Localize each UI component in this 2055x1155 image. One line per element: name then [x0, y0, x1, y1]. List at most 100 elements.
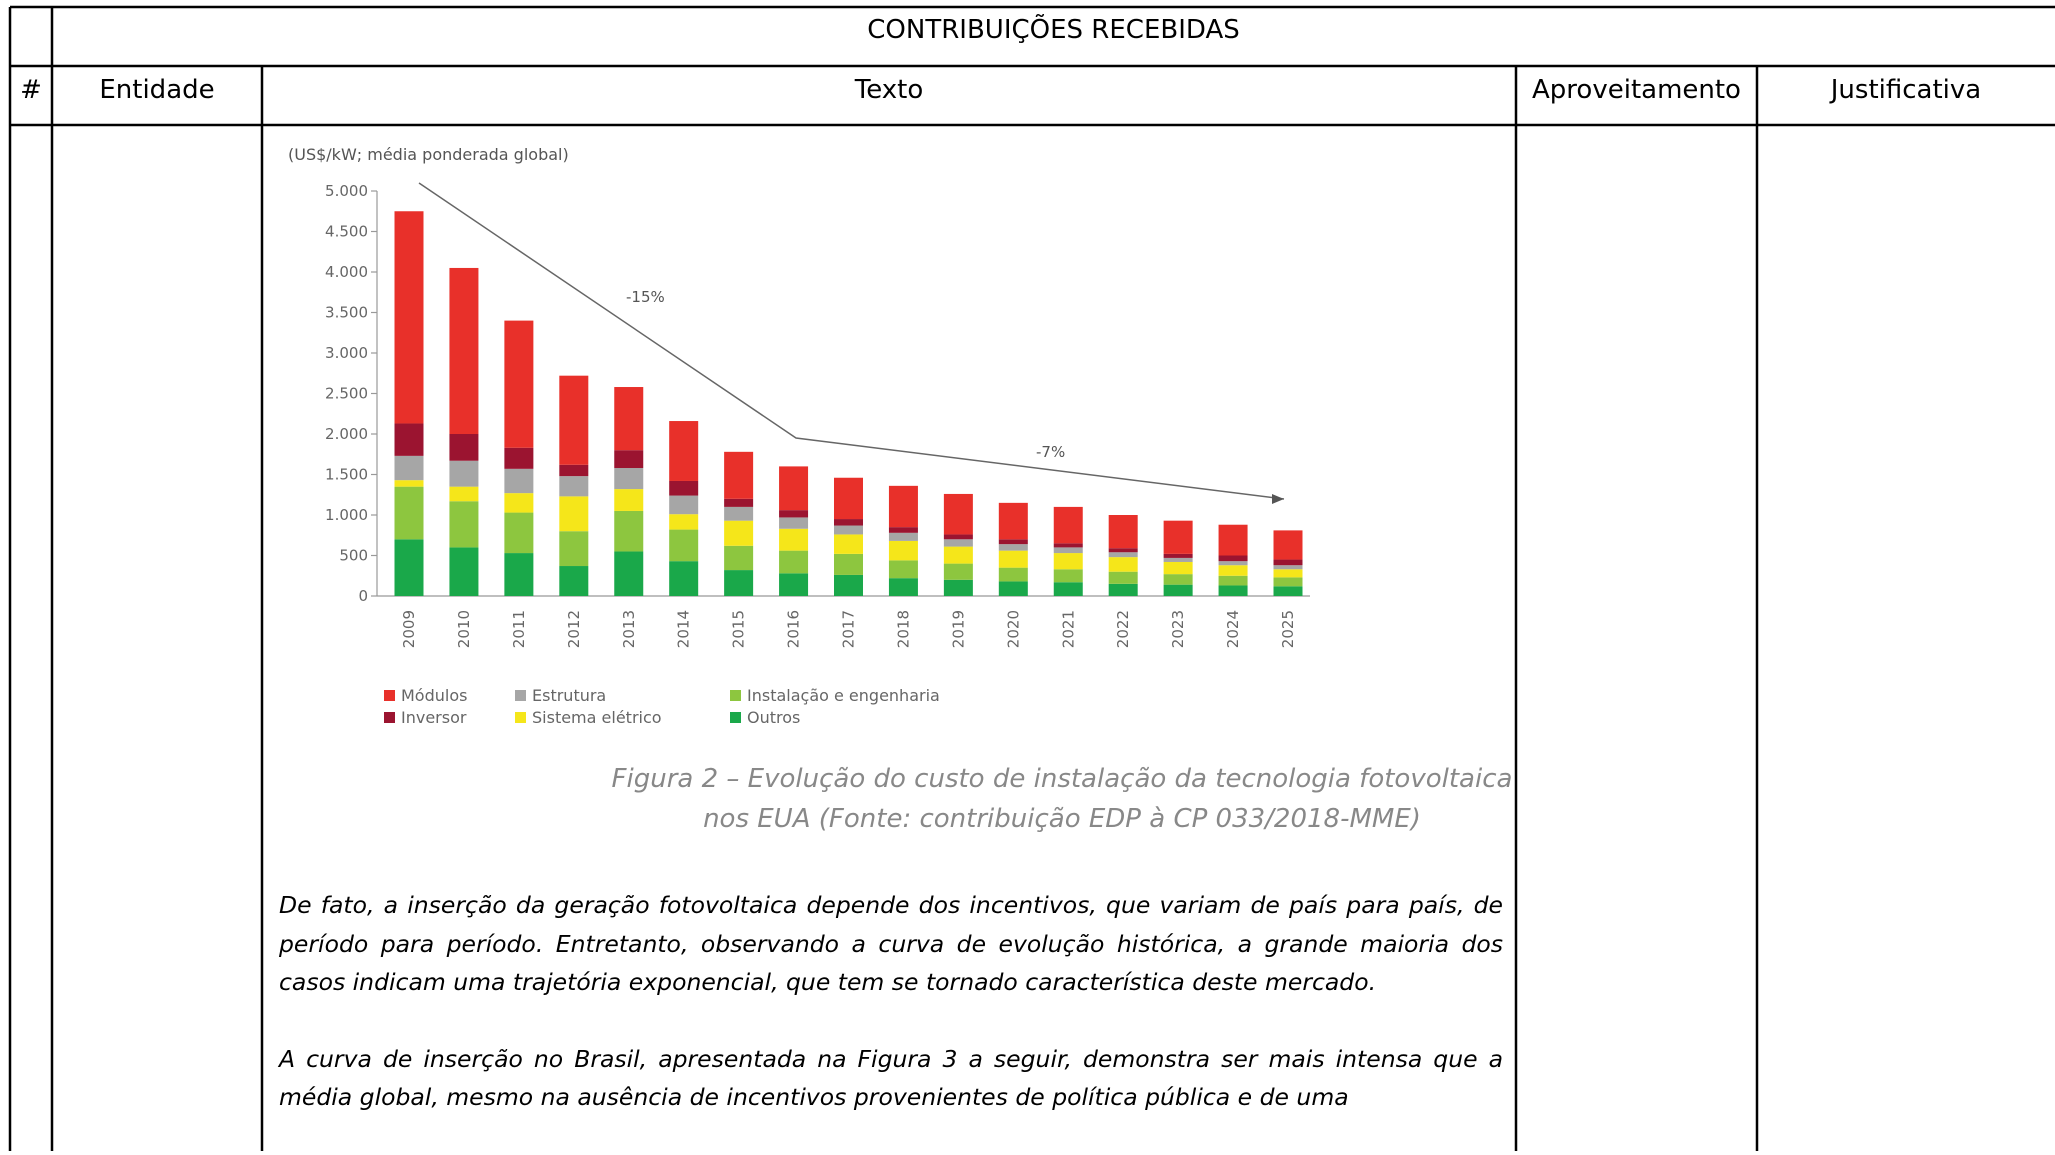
bar-segment [614, 510, 644, 552]
body-text: De fato, a inserção da geração fotovolta… [279, 886, 1503, 1155]
bar-segment [998, 502, 1028, 540]
legend-label: Instalação e engenharia [747, 686, 940, 705]
bar-segment [888, 485, 918, 528]
y-tick-label: 500 [339, 547, 368, 565]
bar-segment [394, 486, 424, 540]
bar-segment [669, 421, 699, 481]
bar-segment [834, 534, 863, 554]
bar-segment [943, 539, 973, 547]
bar-segment [1273, 565, 1303, 570]
bar-segment [1273, 530, 1303, 560]
bar-segment [779, 510, 809, 518]
bar-segment [1053, 553, 1083, 570]
y-tick-label: 4.500 [325, 223, 368, 241]
bar-segment [998, 539, 1028, 545]
bar-segment [943, 493, 973, 535]
bar-segment [614, 468, 644, 490]
bar-segment [724, 498, 754, 507]
bar-segment [449, 460, 479, 487]
bar-segment [394, 211, 424, 424]
x-tick-label: 2014 [675, 610, 693, 648]
bar-segment [943, 579, 973, 596]
legend-label: Inversor [401, 708, 467, 727]
annotation: -15% [626, 288, 665, 306]
bar-segment [394, 539, 424, 596]
bar-segment [1108, 515, 1138, 549]
bar-segment [669, 495, 699, 515]
arrow-head [1272, 494, 1284, 504]
legend-swatch [515, 712, 526, 723]
bar-segment [449, 267, 479, 434]
y-tick-label: 3.000 [325, 344, 368, 362]
x-tick-label: 2011 [510, 610, 528, 648]
bar-segment [559, 464, 589, 477]
column-header: Aproveitamento [1532, 75, 1741, 105]
bar-segment [1218, 565, 1248, 576]
bar-segment [834, 477, 863, 520]
column-header: Entidade [99, 75, 215, 105]
bar-segment [449, 501, 479, 548]
x-tick-label: 2019 [949, 610, 967, 648]
bar-segment [504, 512, 534, 554]
bar-segment [1053, 547, 1083, 554]
legend-label: Outros [747, 708, 800, 727]
caption: Figura 2 – Evolução do custo de instalaç… [612, 764, 1513, 794]
bar-segment [724, 520, 754, 546]
bar-segment [779, 550, 809, 574]
bar-segment [449, 434, 479, 461]
bar-segment [888, 532, 918, 541]
bar-segment [1108, 583, 1138, 596]
bar-segment [779, 573, 809, 596]
bar-segment [394, 480, 424, 487]
bar-segment [724, 451, 754, 499]
legend-swatch [384, 712, 395, 723]
x-tick-label: 2024 [1224, 610, 1242, 648]
bar-segment [943, 534, 973, 540]
bar-segment [1273, 577, 1303, 587]
x-tick-label: 2018 [894, 610, 912, 648]
column-header: Justificativa [1830, 75, 1982, 105]
bar-segment [1273, 559, 1303, 566]
y-tick-label: 0 [358, 587, 368, 605]
bar-segment [1163, 553, 1193, 558]
bar-segment [1218, 575, 1248, 586]
x-tick-label: 2017 [840, 610, 858, 648]
bar-segment [943, 563, 973, 580]
bar-segment [779, 466, 809, 511]
legend-swatch [384, 690, 395, 701]
y-tick-label: 1.000 [325, 506, 368, 524]
bar-segment [834, 525, 863, 535]
x-tick-label: 2023 [1169, 610, 1187, 648]
bar-segment [1108, 548, 1138, 553]
bar-segment [1163, 557, 1193, 562]
paragraph: De fato, a inserção da geração fotovolta… [279, 891, 1503, 996]
bar-segment [1108, 552, 1138, 558]
bar-segment [669, 561, 699, 596]
y-tick-label: 2.000 [325, 425, 368, 443]
bar-segment [779, 528, 809, 551]
legend-label: Sistema elétrico [532, 708, 662, 727]
bar-segment [888, 527, 918, 533]
legend-swatch [730, 690, 741, 701]
bar-segment [614, 450, 644, 469]
caption: nos EUA (Fonte: contribuição EDP à CP 03… [703, 804, 1421, 834]
bar-segment [834, 553, 863, 575]
paragraph: A curva de inserção no Brasil, apresenta… [279, 1044, 1503, 1112]
bar-segment [559, 531, 589, 567]
bar-segment [559, 496, 589, 532]
bar-segment [394, 455, 424, 481]
bar-segment [888, 578, 918, 596]
bar-segment [1273, 586, 1303, 596]
bar-segment [1053, 506, 1083, 544]
legend-swatch [515, 690, 526, 701]
x-tick-label: 2022 [1114, 610, 1132, 648]
bar-segment [998, 581, 1028, 596]
bar-segment [1053, 569, 1083, 583]
bar-segment [1218, 561, 1248, 566]
legend-swatch [730, 712, 741, 723]
bar-segment [998, 550, 1028, 568]
bar-segment [614, 551, 644, 596]
bar-segment [724, 570, 754, 596]
bar-segment [614, 489, 644, 511]
